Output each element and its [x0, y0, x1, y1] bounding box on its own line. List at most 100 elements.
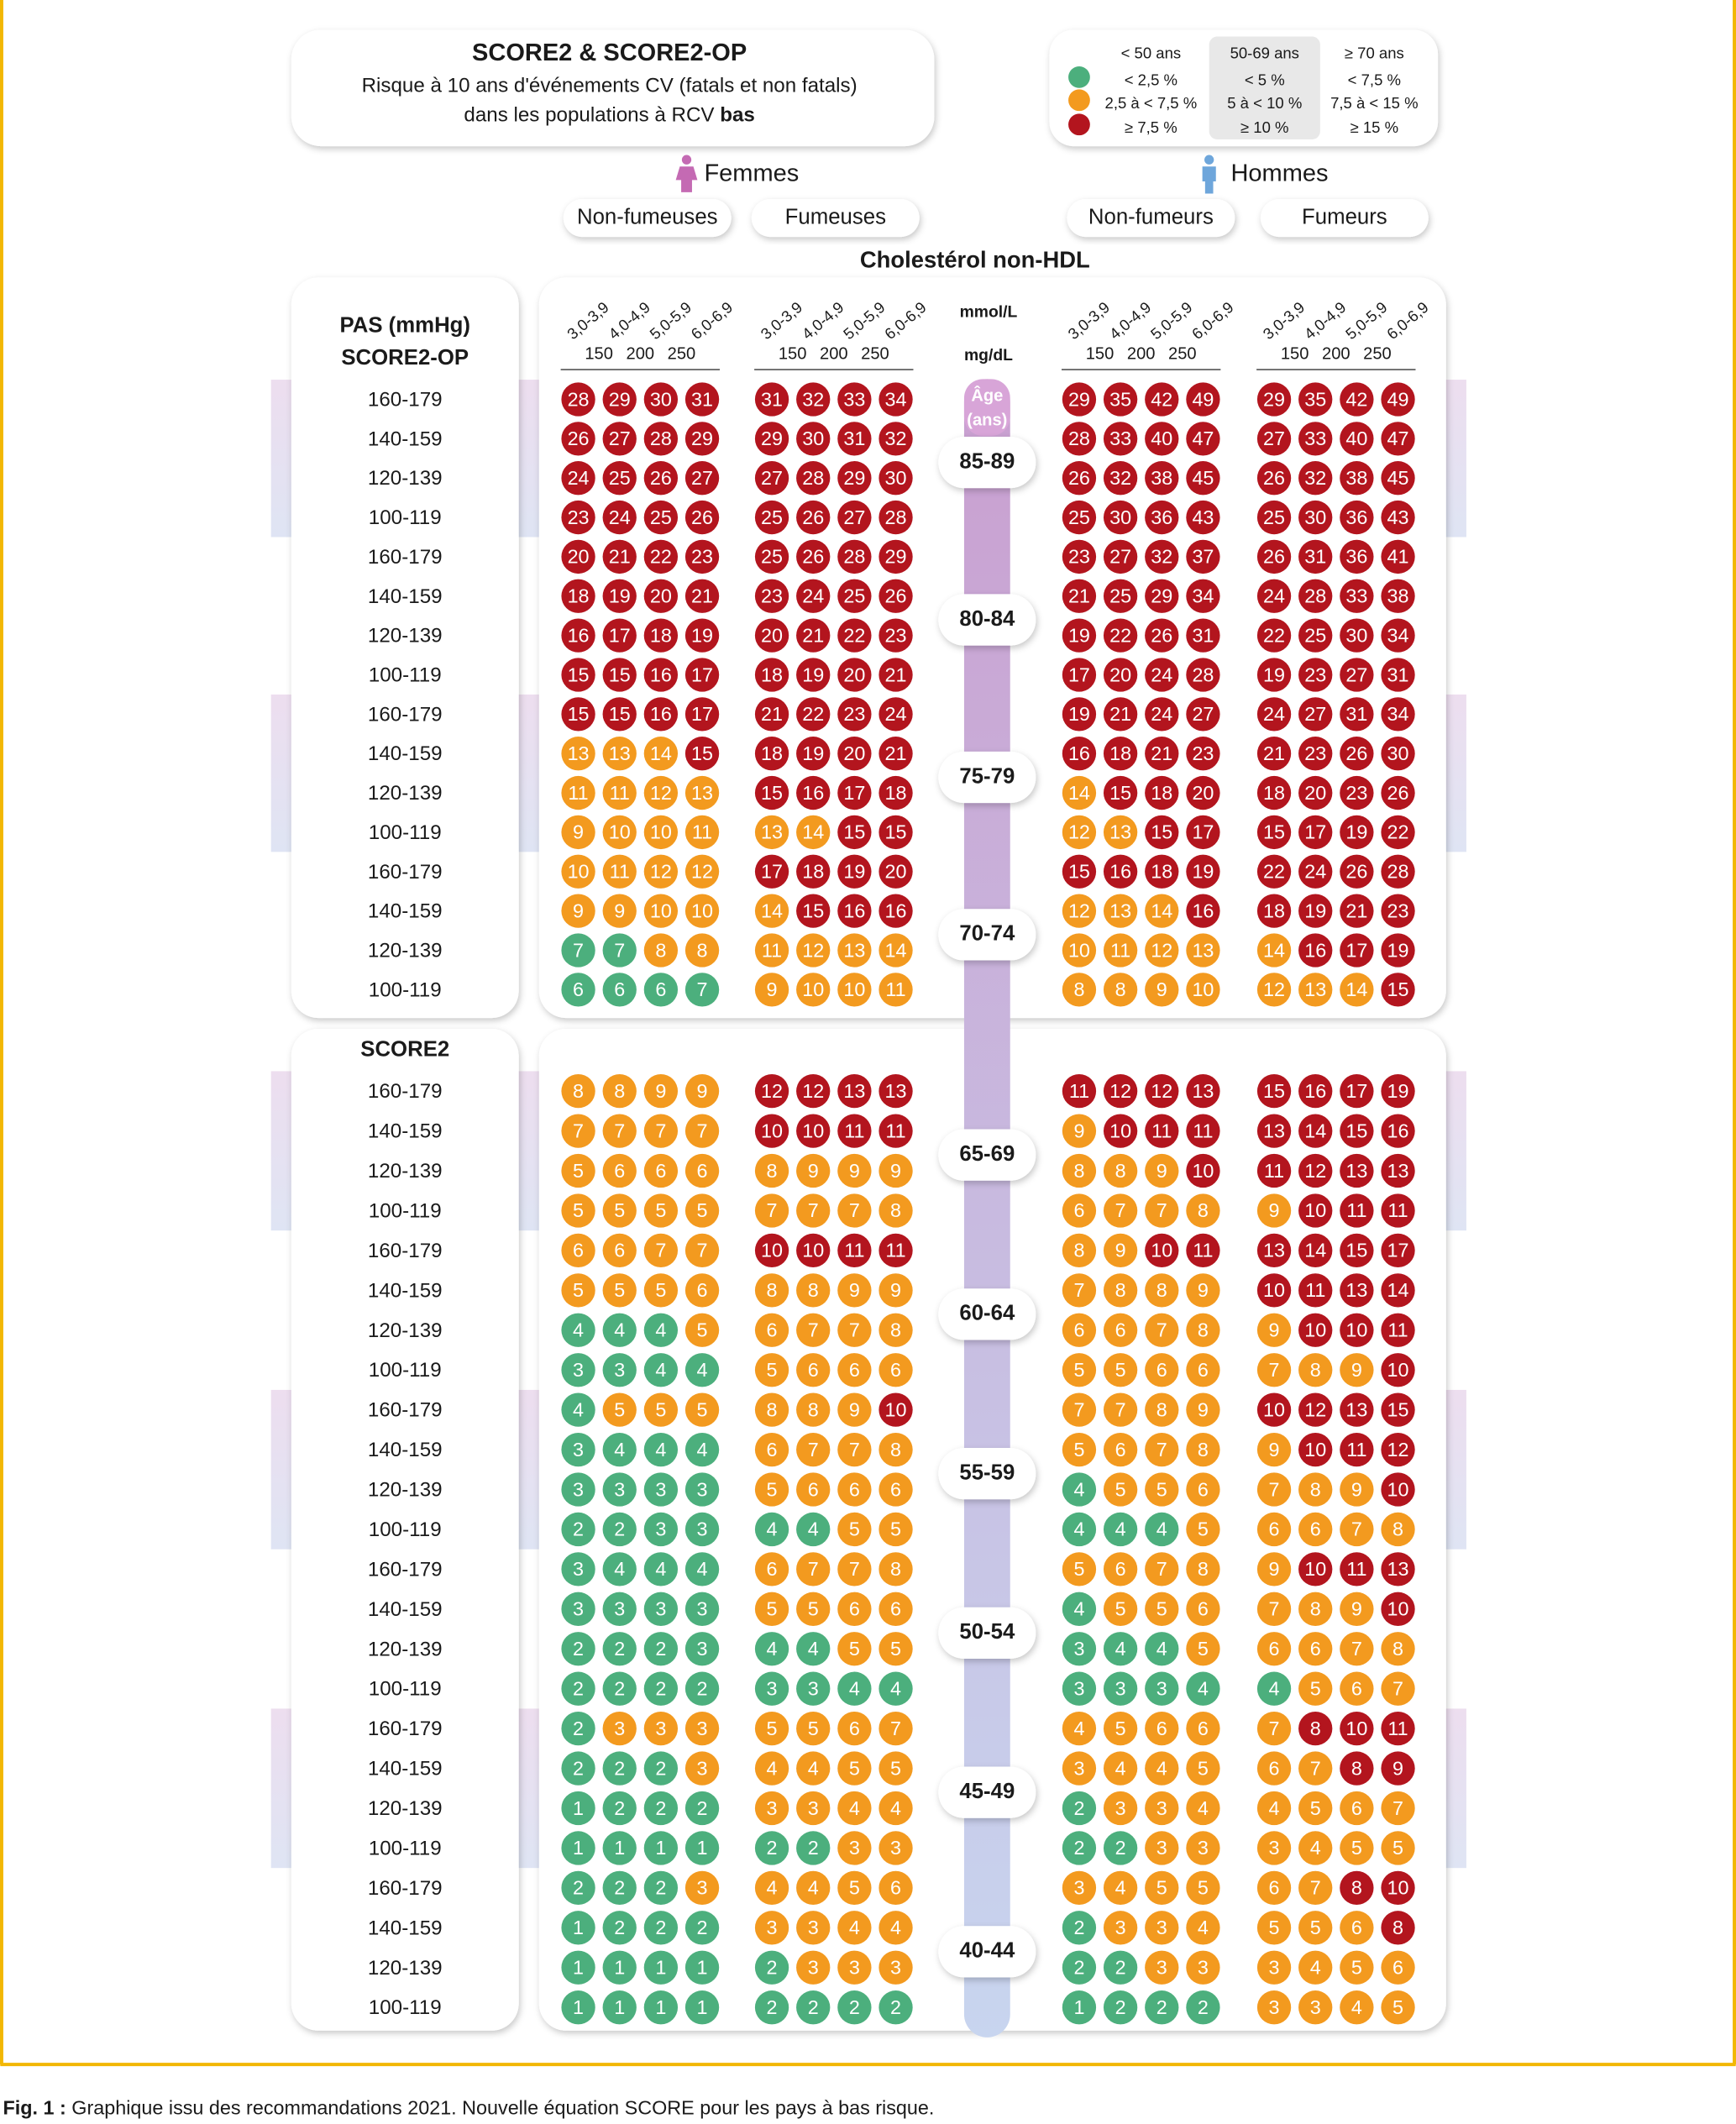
risk-value: 4 — [1073, 1518, 1084, 1540]
risk-value: 4 — [808, 1638, 819, 1660]
risk-dot — [684, 1392, 720, 1427]
risk-value: 4 — [573, 1398, 584, 1420]
risk-dot — [643, 1313, 679, 1347]
risk-dot — [1298, 382, 1333, 417]
risk-dot — [878, 500, 913, 535]
risk-dot — [1186, 697, 1220, 732]
risk-dot — [1186, 1313, 1220, 1347]
risk-value: 9 — [573, 821, 584, 843]
risk-value: 45 — [1192, 467, 1214, 489]
risk-value: 6 — [1392, 1957, 1403, 1979]
risk-value: 2 — [808, 1996, 819, 2018]
risk-value: 31 — [1387, 663, 1409, 685]
risk-dot — [684, 1313, 720, 1347]
risk-value: 3 — [890, 1957, 901, 1979]
mgdl-label: 150 — [585, 345, 613, 364]
risk-value: 11 — [1387, 1199, 1408, 1221]
group-label: Non-fumeurs — [1088, 205, 1214, 228]
risk-dot — [1103, 382, 1138, 417]
risk-value: 6 — [1198, 1598, 1209, 1620]
risk-dot — [754, 815, 789, 850]
risk-dot — [796, 539, 831, 574]
subtitle-bold: bas — [720, 104, 755, 127]
legend-label: 5 à < 10 % — [1227, 94, 1302, 112]
risk-dot — [1298, 775, 1333, 810]
risk-dot — [602, 894, 637, 928]
bp-label: 140-159 — [368, 585, 443, 608]
risk-dot — [1298, 500, 1333, 535]
risk-value: 6 — [1269, 1638, 1280, 1660]
risk-value: 7 — [1269, 1718, 1280, 1739]
risk-dot — [684, 1273, 720, 1308]
risk-value: 5 — [1351, 1837, 1362, 1859]
risk-value: 4 — [1115, 1757, 1126, 1779]
risk-value: 11 — [1264, 1160, 1284, 1182]
risk-value: 7 — [697, 1120, 708, 1141]
risk-dot — [1298, 658, 1333, 692]
risk-value: 18 — [1151, 861, 1172, 883]
risk-dot — [1103, 1990, 1138, 2025]
risk-dot — [1340, 1353, 1374, 1387]
risk-value: 2 — [655, 1877, 666, 1899]
risk-value: 19 — [1068, 703, 1090, 725]
risk-dot — [1145, 1392, 1179, 1427]
risk-dot — [1062, 1950, 1097, 1985]
risk-dot — [1103, 1671, 1138, 1706]
risk-dot — [796, 1711, 831, 1746]
risk-value: 2 — [697, 1917, 708, 1938]
risk-dot — [837, 1313, 872, 1347]
risk-dot — [643, 461, 679, 496]
risk-value: 10 — [568, 861, 590, 883]
risk-value: 32 — [1109, 467, 1131, 489]
risk-value: 6 — [1269, 1518, 1280, 1540]
bp-label: 120-139 — [368, 782, 443, 805]
risk-dot — [684, 737, 720, 771]
risk-value: 16 — [1387, 1120, 1409, 1141]
risk-value: 6 — [655, 1160, 666, 1182]
risk-value: 14 — [802, 821, 824, 843]
risk-value: 5 — [1115, 1359, 1126, 1381]
risk-dot — [796, 382, 831, 417]
risk-value: 9 — [808, 1160, 819, 1182]
risk-value: 25 — [1109, 585, 1131, 607]
risk-value: 6 — [808, 1478, 819, 1500]
risk-value: 15 — [691, 742, 713, 764]
risk-value: 30 — [1345, 624, 1367, 646]
risk-value: 14 — [1387, 1279, 1409, 1301]
risk-dot — [1298, 1074, 1333, 1109]
risk-dot — [1381, 1632, 1415, 1666]
risk-dot — [878, 1392, 913, 1427]
risk-value: 3 — [808, 1957, 819, 1979]
risk-value: 9 — [1269, 1558, 1280, 1580]
risk-dot — [684, 500, 720, 535]
bp-label: 160-179 — [368, 1877, 443, 1900]
risk-dot — [1103, 461, 1138, 496]
risk-dot — [878, 1831, 913, 1865]
risk-dot — [1256, 1950, 1292, 1985]
risk-dot — [643, 1233, 679, 1268]
risk-dot — [1256, 1313, 1292, 1347]
bp-label: 160-179 — [368, 703, 443, 726]
risk-value: 1 — [614, 1996, 625, 2018]
risk-value: 5 — [767, 1359, 778, 1381]
risk-dot — [602, 815, 637, 850]
mgdl-label: 200 — [1127, 345, 1156, 364]
caption-text: Graphique issu des recommandations 2021.… — [71, 2096, 934, 2118]
subtitle-text: dans les populations à RCV — [464, 104, 714, 127]
mgdl-label: 150 — [1086, 345, 1115, 364]
risk-dot — [643, 1950, 679, 1985]
men-icon — [1202, 155, 1216, 194]
risk-value: 11 — [1346, 1558, 1366, 1580]
risk-value: 30 — [650, 388, 672, 410]
risk-dot — [754, 658, 789, 692]
risk-value: 24 — [1263, 585, 1285, 607]
risk-value: 7 — [1073, 1279, 1084, 1301]
risk-dot — [1062, 1273, 1097, 1308]
risk-dot — [1256, 1273, 1292, 1308]
bp-label: 160-179 — [368, 1718, 443, 1740]
risk-dot — [561, 1751, 595, 1786]
risk-dot — [878, 422, 913, 456]
risk-value: 6 — [1198, 1359, 1209, 1381]
risk-value: 6 — [890, 1478, 901, 1500]
